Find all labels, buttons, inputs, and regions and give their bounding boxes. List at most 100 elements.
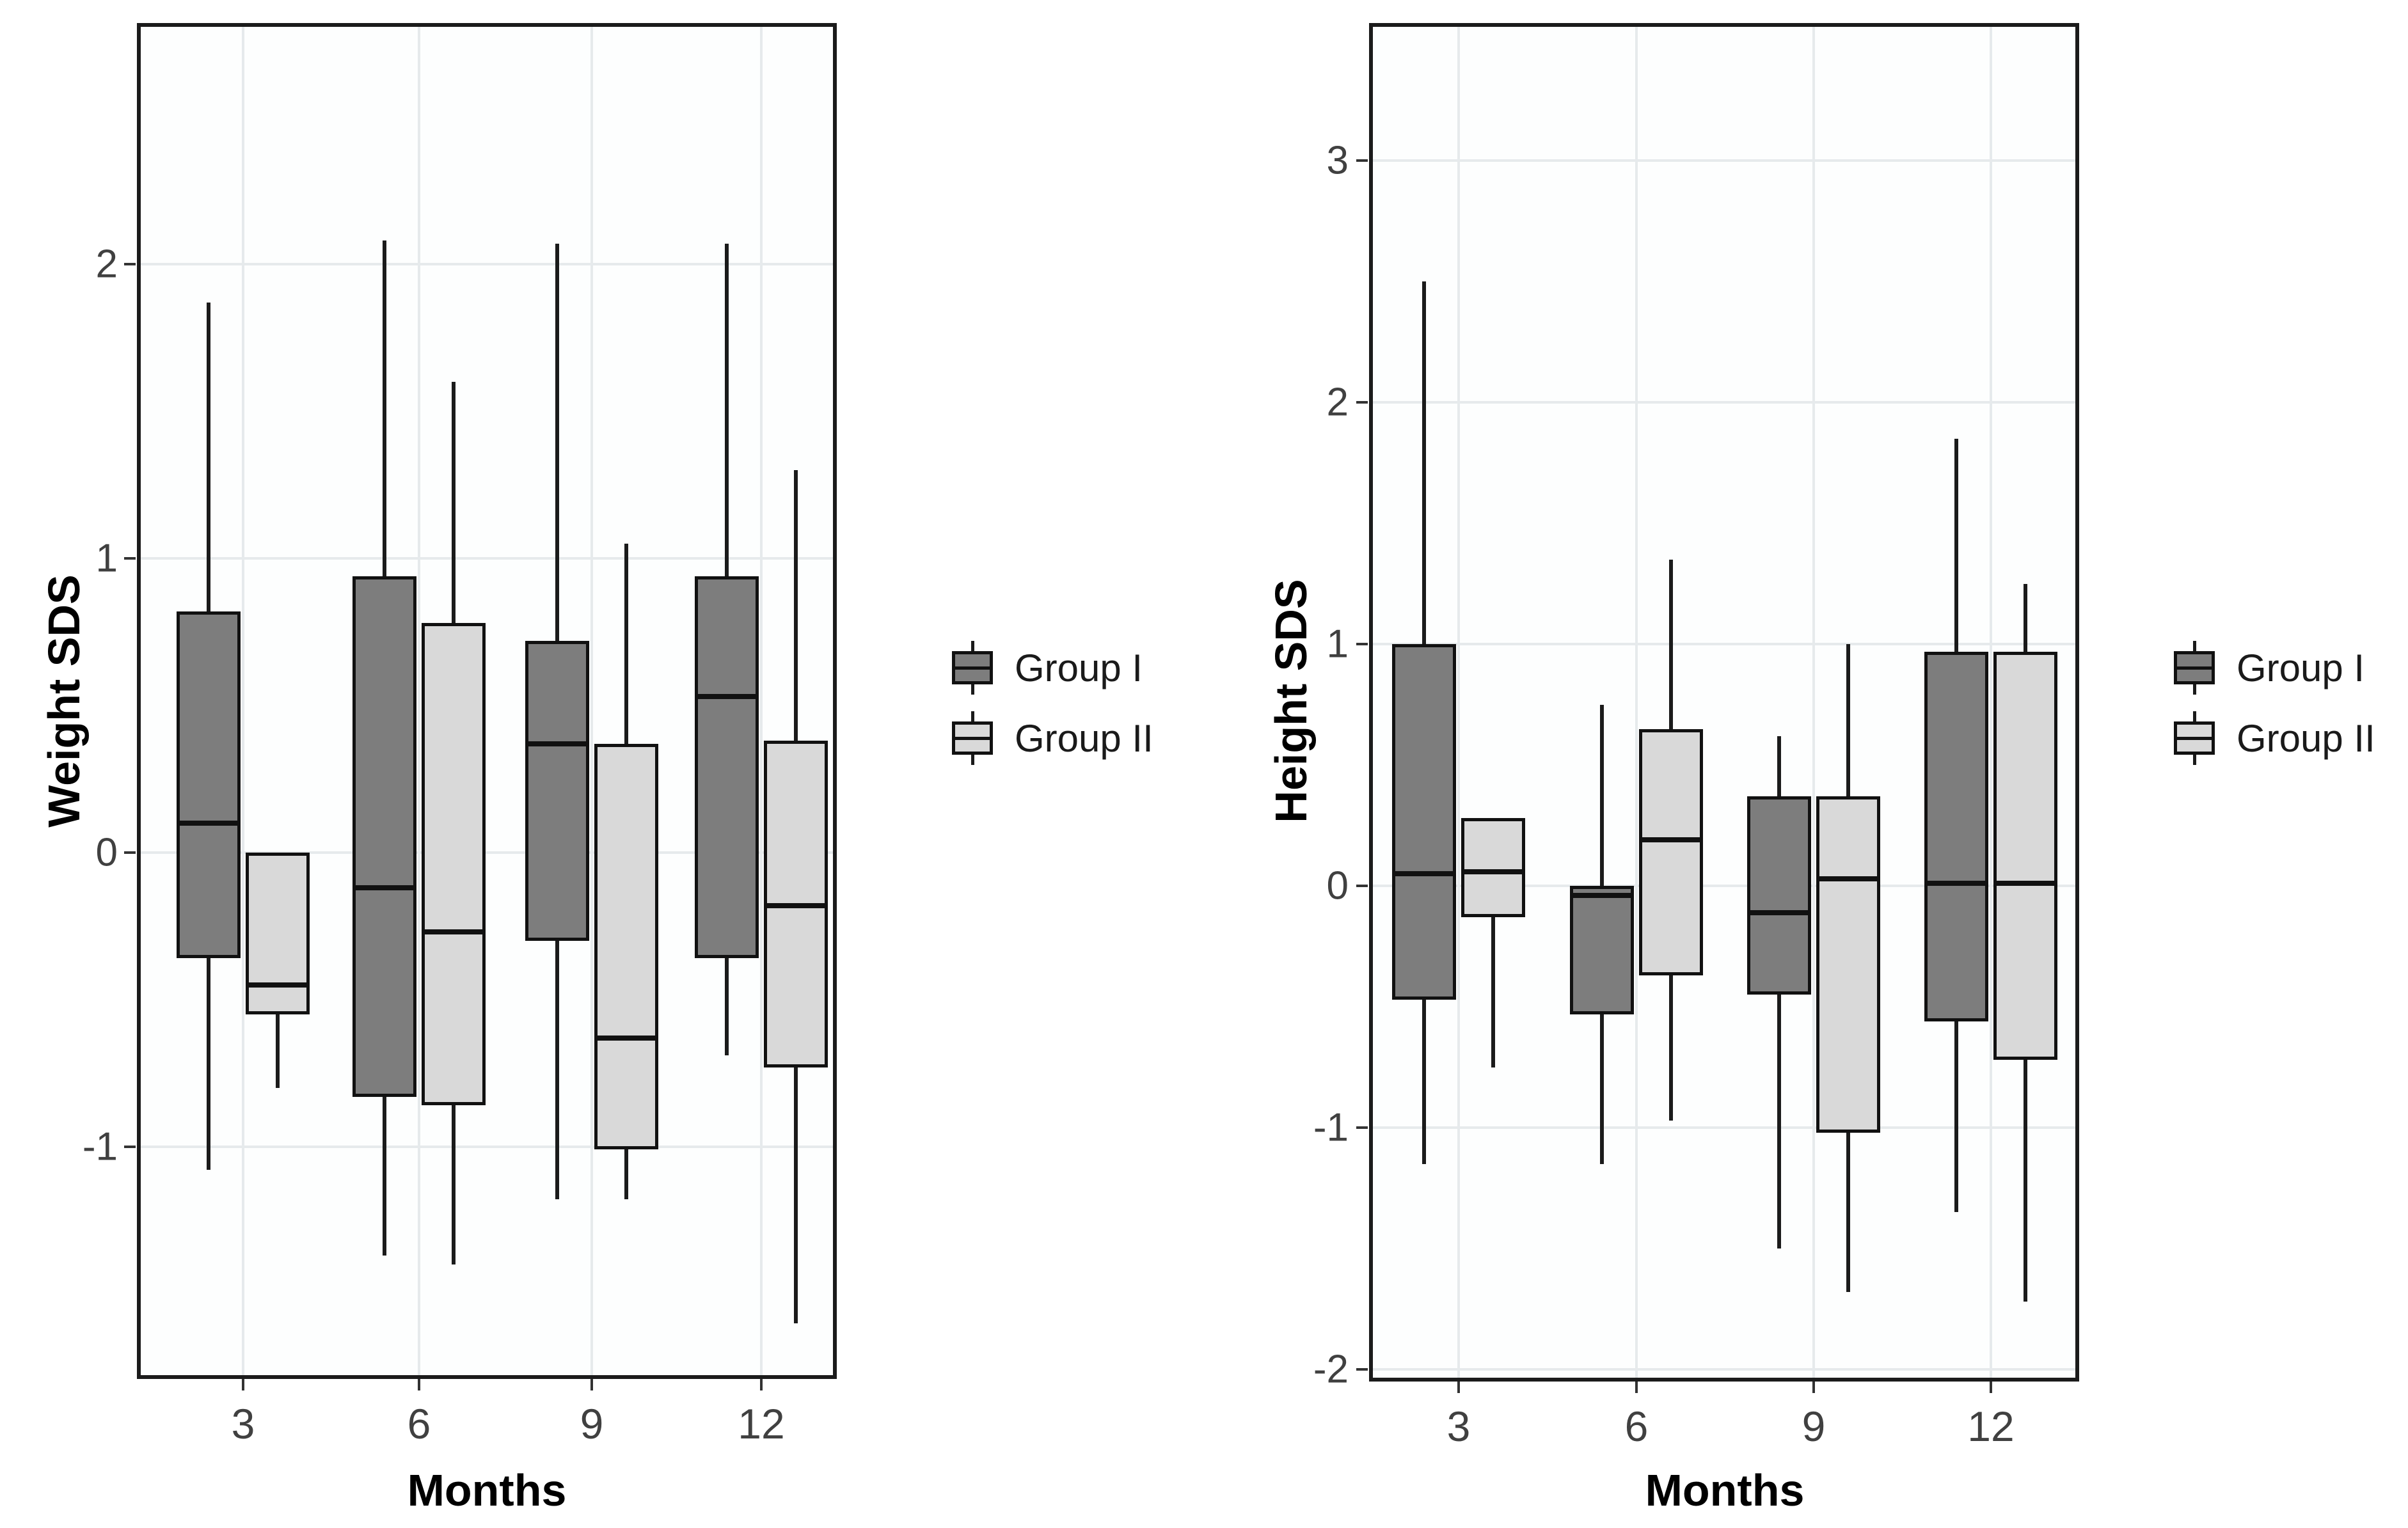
legend-left: Group I Group II: [952, 641, 1153, 765]
boxplot-box-group-i-month-12: [1924, 651, 1988, 1021]
boxplot-key-icon-group-i: [952, 641, 993, 695]
x-axis-tick-label-3: 3: [231, 1400, 255, 1447]
y-axis-tick-label--2: -2: [1313, 1347, 1349, 1392]
legend-item-group-i: Group I: [2174, 641, 2375, 695]
gridline-vertical-month-3: [242, 27, 244, 1375]
y-axis-tick-label-3: 3: [1326, 138, 1349, 183]
median-line-group-i-month-9: [528, 741, 587, 746]
y-axis-tick-mark: [124, 263, 136, 266]
key-median-line: [2174, 666, 2215, 670]
median-line-group-i-month-12: [1927, 881, 1986, 886]
median-line-group-ii-month-3: [1464, 869, 1523, 874]
boxplot-box-group-ii-month-9: [594, 743, 658, 1150]
boxplot-box-group-ii-month-3: [246, 852, 310, 1014]
median-line-group-i-month-9: [1750, 910, 1809, 915]
median-line-group-i-month-6: [355, 885, 414, 891]
gridline-horizontal--1: [1373, 1126, 2075, 1130]
boxplot-key-icon-group-ii: [952, 711, 993, 765]
whisker-group-ii-month-3: [1491, 818, 1495, 1067]
gridline-horizontal-2: [141, 263, 833, 266]
boxplot-box-group-i-month-9: [525, 640, 589, 941]
median-line-group-ii-month-12: [1996, 881, 2055, 886]
x-axis-tick-mark: [242, 1379, 244, 1390]
x-axis-tick-mark: [1990, 1382, 1992, 1393]
x-axis-tick-mark: [760, 1379, 763, 1390]
median-line-group-ii-month-9: [1819, 876, 1878, 881]
boxplot-box-group-i-month-3: [177, 611, 241, 959]
boxplot-box-group-ii-month-9: [1816, 796, 1880, 1133]
median-line-group-i-month-3: [179, 820, 238, 826]
legend-item-group-i: Group I: [952, 641, 1153, 695]
x-axis-tick-mark: [590, 1379, 593, 1390]
boxplot-box-group-i-month-3: [1392, 644, 1456, 1000]
median-line-group-ii-month-12: [766, 902, 825, 908]
boxplot-key-icon-group-i: [2174, 641, 2215, 695]
y-axis-tick-label-1: 1: [1326, 622, 1349, 666]
key-median-line: [952, 737, 993, 740]
legend-right: Group I Group II: [2174, 641, 2375, 765]
boxplot-box-group-i-month-6: [352, 576, 416, 1097]
legend-label-group-i: Group I: [2237, 646, 2365, 689]
boxplot-box-group-i-month-12: [695, 576, 759, 959]
gridline-vertical-month-9: [590, 27, 593, 1375]
y-axis-tick-label--1: -1: [82, 1124, 118, 1169]
y-axis-tick-mark: [1356, 401, 1368, 404]
boxplot-box-group-i-month-6: [1570, 886, 1634, 1014]
median-line-group-i-month-6: [1572, 893, 1631, 899]
boxplot-box-group-ii-month-3: [1461, 818, 1525, 918]
x-axis-tick-label-6: 6: [1624, 1403, 1649, 1450]
x-axis-tick-label-9: 9: [1802, 1403, 1826, 1450]
legend-item-group-ii: Group II: [2174, 711, 2375, 765]
key-median-line: [2174, 737, 2215, 740]
y-axis-tick-mark: [1356, 885, 1368, 888]
y-axis-tick-label--1: -1: [1313, 1105, 1349, 1150]
legend-label-group-ii: Group II: [1015, 716, 1153, 760]
x-axis-tick-mark: [1635, 1382, 1638, 1393]
x-axis-tick-label-3: 3: [1446, 1403, 1471, 1450]
boxplot-box-group-ii-month-12: [1993, 651, 2057, 1060]
boxplot-box-group-ii-month-6: [422, 623, 486, 1106]
x-axis-title-months-left: Months: [407, 1465, 567, 1515]
gridline-horizontal-1: [141, 556, 833, 560]
x-axis-tick-mark: [1457, 1382, 1460, 1393]
boxplot-box-group-ii-month-6: [1639, 729, 1703, 976]
y-axis-tick-mark: [124, 1145, 136, 1148]
y-axis-tick-mark: [1356, 643, 1368, 646]
y-axis-tick-mark: [1356, 1368, 1368, 1371]
x-axis-tick-label-6: 6: [407, 1400, 431, 1447]
y-axis-title-weight-sds: Weight SDS: [39, 574, 89, 828]
y-axis-tick-mark: [1356, 1126, 1368, 1130]
y-axis-tick-label-2: 2: [95, 242, 118, 287]
y-axis-tick-mark: [1356, 159, 1368, 162]
y-axis-tick-label-2: 2: [1326, 380, 1349, 425]
gridline-vertical-month-9: [1812, 27, 1815, 1378]
gridline-horizontal-0: [141, 851, 833, 854]
key-median-line: [952, 666, 993, 670]
x-axis-tick-label-12: 12: [738, 1400, 785, 1447]
gridline-horizontal-0: [1373, 885, 2075, 888]
y-axis-tick-label-0: 0: [95, 830, 118, 875]
gridline-horizontal-2: [1373, 401, 2075, 404]
gridline-horizontal-1: [1373, 643, 2075, 646]
y-axis-tick-label-0: 0: [1326, 863, 1349, 908]
median-line-group-i-month-3: [1395, 871, 1454, 877]
median-line-group-ii-month-3: [248, 982, 307, 988]
gridline-horizontal--1: [141, 1145, 833, 1148]
gridline-vertical-month-6: [1635, 27, 1638, 1378]
y-axis-title-height-sds: Height SDS: [1266, 579, 1316, 823]
median-line-group-ii-month-6: [424, 929, 483, 934]
x-axis-tick-mark: [1812, 1382, 1815, 1393]
median-line-group-ii-month-9: [597, 1035, 656, 1041]
x-axis-tick-mark: [418, 1379, 420, 1390]
boxplot-box-group-i-month-9: [1747, 796, 1811, 995]
x-axis-title-months-right: Months: [1645, 1465, 1805, 1515]
gridline-vertical-month-3: [1457, 27, 1460, 1378]
y-axis-tick-label-1: 1: [95, 536, 118, 581]
gridline-horizontal--2: [1373, 1368, 2075, 1371]
median-line-group-i-month-12: [697, 694, 756, 700]
y-axis-tick-mark: [124, 556, 136, 560]
legend-item-group-ii: Group II: [952, 711, 1153, 765]
x-axis-tick-label-12: 12: [1967, 1403, 2015, 1450]
legend-label-group-ii: Group II: [2237, 716, 2375, 760]
gridline-vertical-month-12: [1990, 27, 1992, 1378]
